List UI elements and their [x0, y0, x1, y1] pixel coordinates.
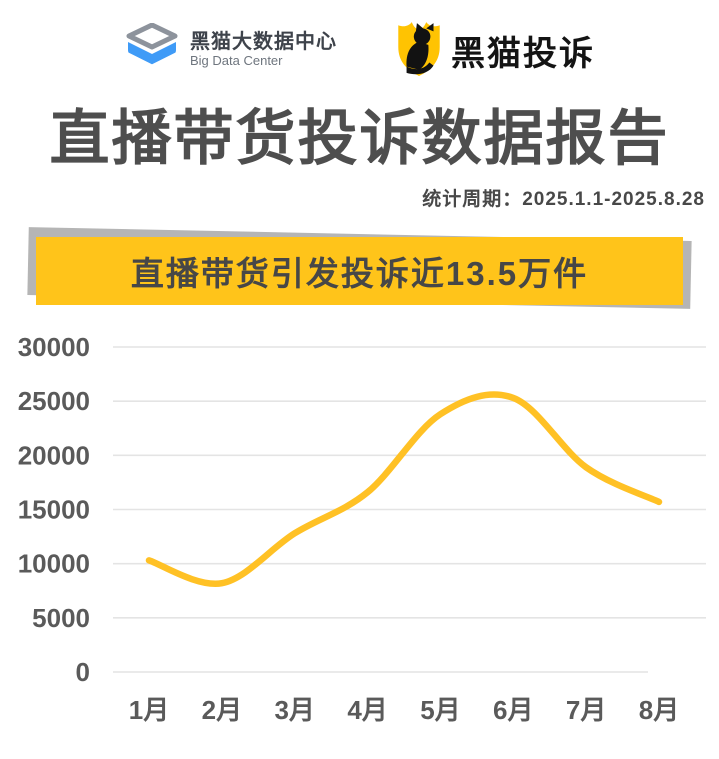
x-tick-label: 2月: [202, 695, 242, 725]
x-tick-label: 4月: [347, 695, 387, 725]
complaints-line-chart: 0 5000 10000 15000 20000 25000 30000 1月 2月 3月 4月 5月…: [18, 332, 706, 725]
heimao-tousu-title: 黑猫投诉: [451, 34, 595, 73]
x-tick-label: 3月: [274, 695, 314, 725]
x-tick-label: 7月: [566, 695, 606, 725]
y-tick-label: 20000: [18, 440, 90, 470]
x-tick-label: 8月: [639, 695, 679, 725]
y-tick-label: 10000: [18, 549, 90, 579]
header: 黑猫大数据中心 Big Data Center 黑猫投诉: [0, 0, 719, 80]
heimao-tousu-logo: 黑猫投诉: [395, 19, 595, 82]
banner-text: 直播带货引发投诉近13.5万件: [36, 237, 683, 305]
cat-shield-icon: [395, 19, 443, 82]
y-tick-label: 25000: [18, 386, 90, 416]
y-tick-label: 30000: [18, 332, 90, 362]
x-tick-label: 6月: [493, 695, 533, 725]
y-tick-label: 0: [76, 657, 90, 687]
complaints-trend-line: [145, 391, 663, 587]
data-stack-icon: [124, 22, 180, 78]
y-tick-label: 5000: [32, 603, 90, 633]
stat-period: 统计周期：2025.1.1-2025.8.28: [422, 189, 705, 210]
x-tick-label: 1月: [129, 695, 169, 725]
big-data-center-logo-text: 黑猫大数据中心 Big Data Center: [190, 31, 337, 69]
x-tick-label: 5月: [420, 695, 460, 725]
big-data-center-subtitle: Big Data Center: [190, 53, 283, 69]
page-title: 直播带货投诉数据报告: [49, 105, 670, 172]
y-tick-label: 15000: [18, 495, 90, 525]
big-data-center-title: 黑猫大数据中心: [190, 31, 337, 54]
big-data-center-logo: 黑猫大数据中心 Big Data Center: [124, 22, 337, 78]
headline-banner: 直播带货引发投诉近13.5万件: [27, 227, 692, 309]
